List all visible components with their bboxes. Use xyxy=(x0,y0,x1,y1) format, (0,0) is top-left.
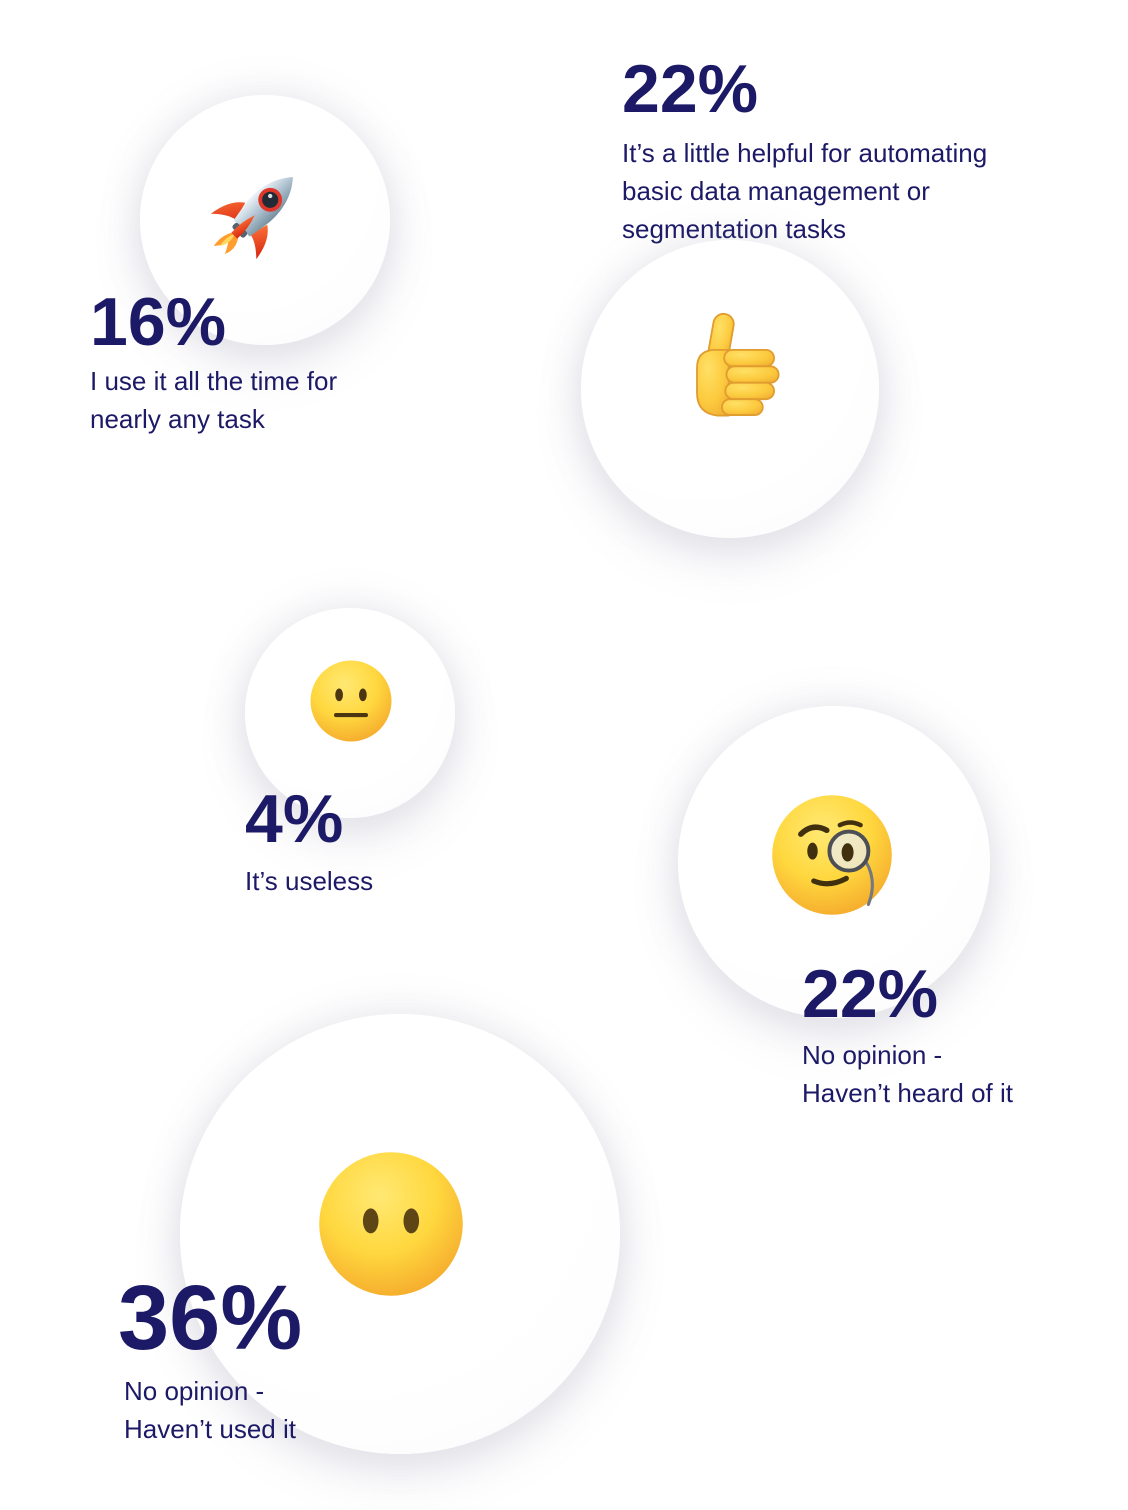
stat-pct: 16% xyxy=(90,284,227,360)
face-with-monocle-emoji xyxy=(772,795,892,915)
rocket-emoji xyxy=(210,177,293,260)
stat-label: It’s useless xyxy=(245,866,374,896)
stat-pct: 36% xyxy=(118,1267,303,1369)
stat-label: It’s a little helpful for automating bas… xyxy=(622,138,988,244)
stat-label: I use it all the time for nearly any tas… xyxy=(90,366,338,434)
stat-pct: 4% xyxy=(245,781,344,857)
stat-pct: 22% xyxy=(622,51,759,127)
stat-label: No opinion - Haven’t used it xyxy=(124,1376,296,1444)
stat-label: No opinion - Haven’t heard of it xyxy=(802,1040,1014,1108)
face-without-mouth-emoji xyxy=(319,1152,463,1296)
neutral-face-emoji xyxy=(310,660,392,742)
stat-pct: 22% xyxy=(802,956,939,1032)
thumbs-up-emoji xyxy=(696,312,780,417)
